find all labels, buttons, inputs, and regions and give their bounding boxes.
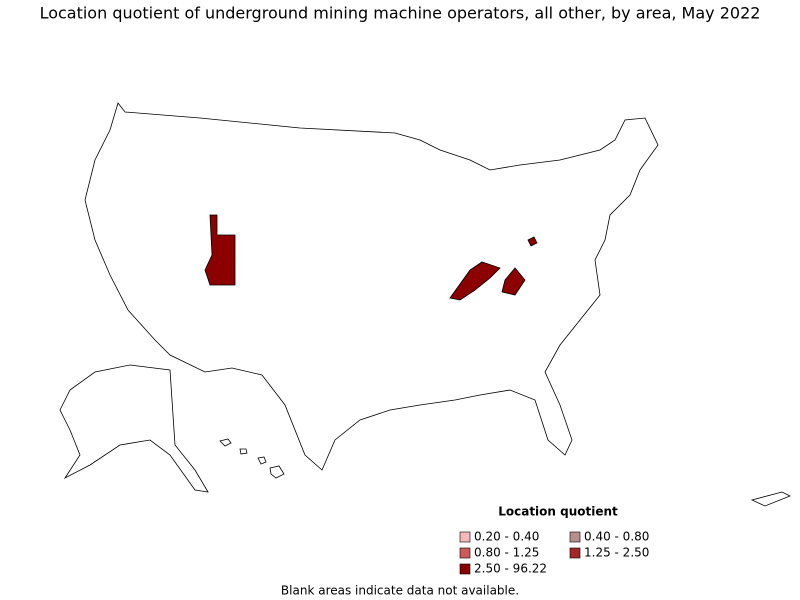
alaska	[59, 364, 209, 493]
legend-swatch	[459, 547, 471, 559]
legend-label: 0.80 - 1.25	[474, 546, 539, 560]
highlighted-area	[204, 214, 236, 286]
legend-swatch	[459, 563, 471, 575]
map-title: Location quotient of underground mining …	[40, 4, 761, 23]
legend-swatch	[569, 547, 581, 559]
legend-label: 0.20 - 0.40	[474, 530, 539, 544]
legend-swatch	[569, 531, 581, 543]
legend-label: 0.40 - 0.80	[584, 530, 649, 544]
hawaii	[219, 438, 285, 479]
legend-swatch	[459, 531, 471, 543]
puerto-rico	[750, 491, 791, 507]
legend-title: Location quotient	[498, 505, 618, 519]
legend: 0.20 - 0.40 0.40 - 0.80 0.80 - 1.25 1.25 - …	[459, 530, 649, 576]
legend-label: 2.50 - 96.22	[474, 562, 547, 576]
highlighted-area	[501, 267, 526, 296]
footnote: Blank areas indicate data not available.	[281, 584, 519, 598]
highlighted-area	[527, 236, 538, 247]
highlighted-area	[449, 261, 501, 301]
conus	[84, 102, 659, 471]
legend-label: 1.25 - 2.50	[584, 546, 649, 560]
map	[59, 102, 791, 507]
